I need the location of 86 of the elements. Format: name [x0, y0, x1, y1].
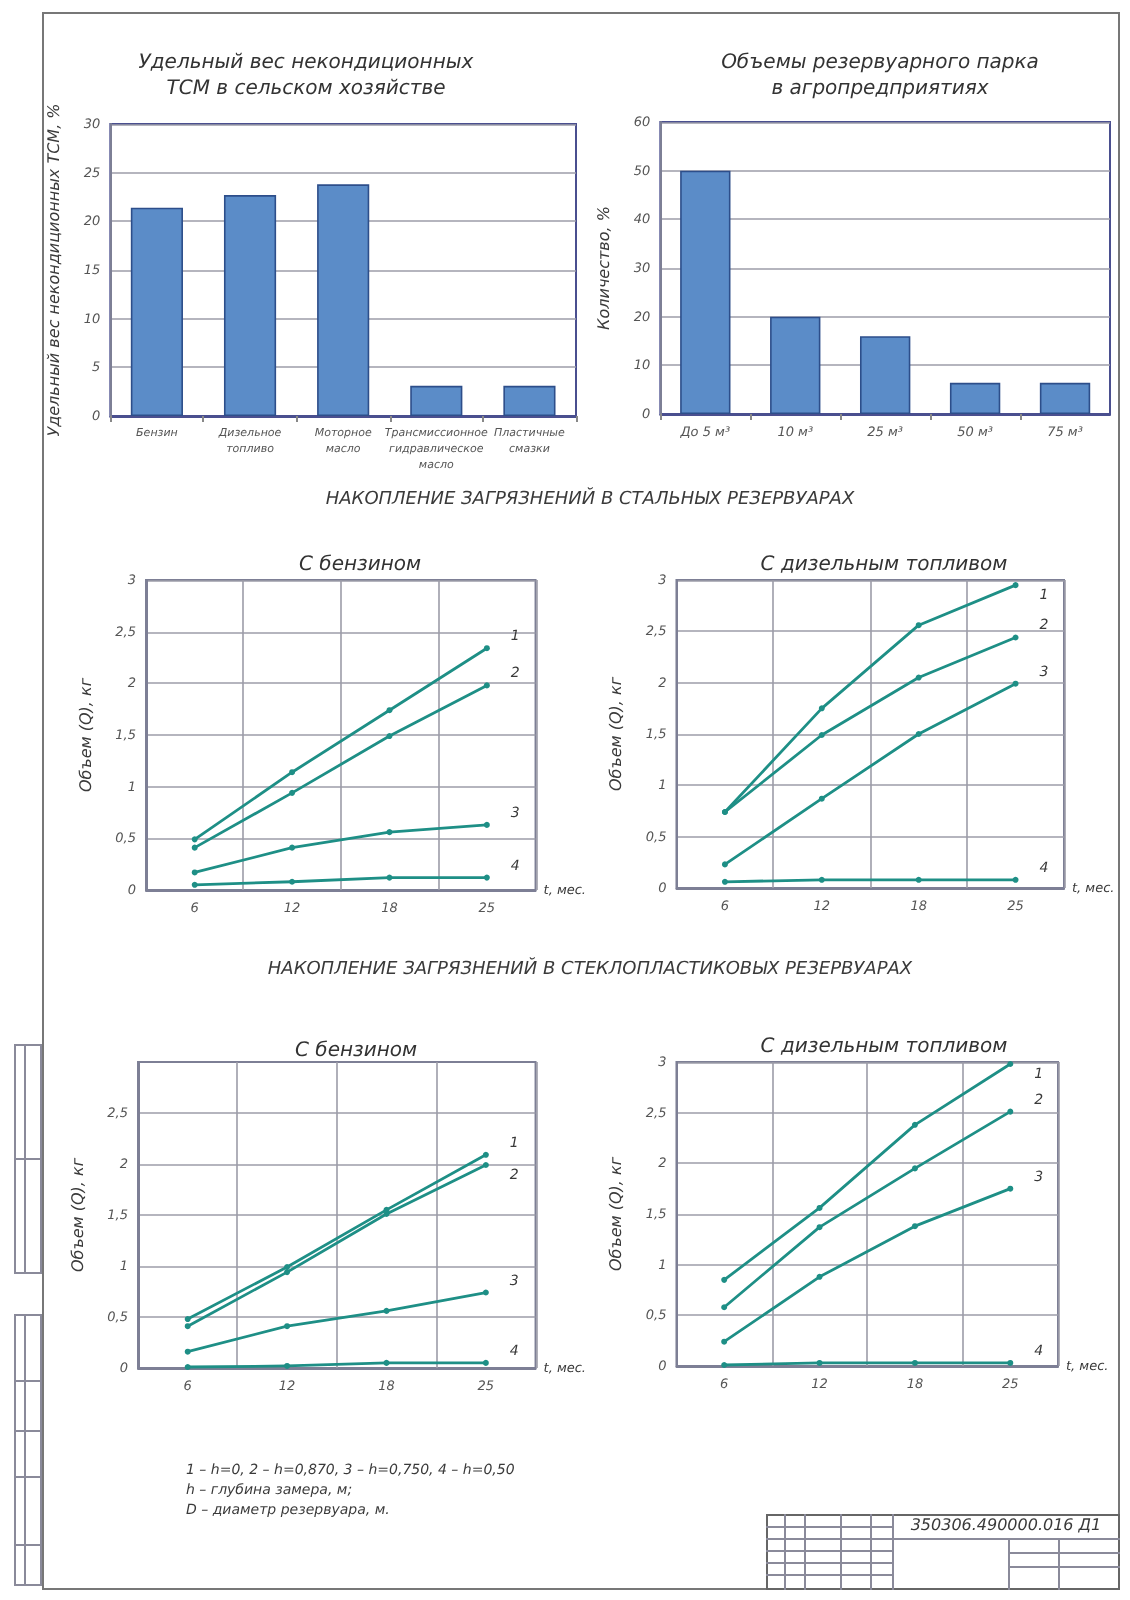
- point: [482, 1359, 489, 1366]
- point: [915, 876, 922, 883]
- line-series: [721, 1108, 1014, 1311]
- point: [911, 1165, 918, 1172]
- point: [721, 1276, 728, 1283]
- line-series: [191, 645, 490, 843]
- y-axis-title: Объем (Q), кг: [68, 1156, 87, 1273]
- y-axis-title: Количество, %: [595, 206, 613, 330]
- point: [386, 707, 393, 714]
- point: [915, 622, 922, 629]
- line-series: [191, 821, 490, 876]
- point: [184, 1348, 191, 1355]
- point: [184, 1363, 191, 1370]
- point: [483, 821, 490, 828]
- bar: [1039, 382, 1091, 414]
- point: [383, 1307, 390, 1314]
- point: [1012, 582, 1019, 589]
- point: [818, 732, 825, 739]
- point: [818, 876, 825, 883]
- chart-title: С дизельным топливом: [760, 1036, 1009, 1058]
- point: [816, 1273, 823, 1280]
- point: [386, 874, 393, 881]
- point: [289, 789, 296, 796]
- point: [289, 878, 296, 885]
- line-series: [721, 1185, 1014, 1345]
- point: [818, 795, 825, 802]
- point: [816, 1359, 823, 1366]
- point: [721, 1338, 728, 1345]
- chart-title: С бензином: [294, 1040, 418, 1062]
- point: [911, 1223, 918, 1230]
- point: [816, 1224, 823, 1231]
- point: [191, 844, 198, 851]
- point: [1007, 1061, 1014, 1068]
- y-axis-title: Удельный вес некондиционных ТСМ, %: [45, 103, 63, 437]
- text: 350306.490000.016 Д1: [908, 1516, 1104, 1536]
- point: [383, 1359, 390, 1366]
- point: [289, 844, 296, 851]
- bar: [949, 382, 1001, 414]
- point: [483, 874, 490, 881]
- point: [1012, 876, 1019, 883]
- point: [184, 1323, 191, 1330]
- point: [1007, 1185, 1014, 1192]
- point: [483, 645, 490, 652]
- point: [184, 1316, 191, 1323]
- point: [284, 1269, 291, 1276]
- chart-title: Объемы резервуарного парка в агропредприятиях: [721, 52, 1039, 100]
- bar: [410, 385, 463, 416]
- chart-title: С бензином: [298, 554, 422, 576]
- line-series: [184, 1289, 489, 1355]
- point: [721, 878, 728, 885]
- point: [386, 733, 393, 740]
- point: [483, 682, 490, 689]
- bar: [680, 170, 731, 414]
- point: [284, 1323, 291, 1330]
- point: [816, 1204, 823, 1211]
- point: [1007, 1108, 1014, 1115]
- bar: [223, 195, 277, 416]
- bar: [770, 316, 821, 414]
- line-series: [721, 1061, 1014, 1283]
- point: [911, 1121, 918, 1128]
- bar: [859, 336, 911, 414]
- y-axis-title: Объем (Q), кг: [76, 676, 95, 793]
- bar: [317, 184, 370, 416]
- bar: [503, 385, 556, 416]
- line-series: [191, 682, 490, 851]
- y-axis-title: Объем (Q), кг: [607, 675, 625, 792]
- point: [482, 1289, 489, 1296]
- chart-title: Удельный вес некондиционных ТСМ в сельском хозяйстве: [138, 52, 474, 100]
- point: [482, 1151, 489, 1158]
- line-series: [721, 680, 1019, 868]
- point: [721, 861, 728, 868]
- point: [191, 881, 198, 888]
- chart-title: С дизельным топливом: [760, 554, 1009, 576]
- point: [289, 769, 296, 776]
- y-axis-title: Объем (Q), кг: [607, 1155, 625, 1272]
- text: НАКОПЛЕНИЕ ЗАГРЯЗНЕНИЙ В СТАЛЬНЫХ РЕЗЕРВУАРАХ: [323, 490, 857, 510]
- point: [818, 705, 825, 712]
- point: [721, 1304, 728, 1311]
- point: [1007, 1359, 1014, 1366]
- point: [386, 829, 393, 836]
- point: [191, 836, 198, 843]
- point: [1012, 634, 1019, 641]
- point: [915, 731, 922, 737]
- text: НАКОПЛЕНИЕ ЗАГРЯЗНЕНИЙ В СТЕКЛОПЛАСТИКОВЫХ РЕЗЕРВУАРАХ: [265, 960, 915, 980]
- bar: [130, 207, 183, 416]
- point: [191, 869, 198, 876]
